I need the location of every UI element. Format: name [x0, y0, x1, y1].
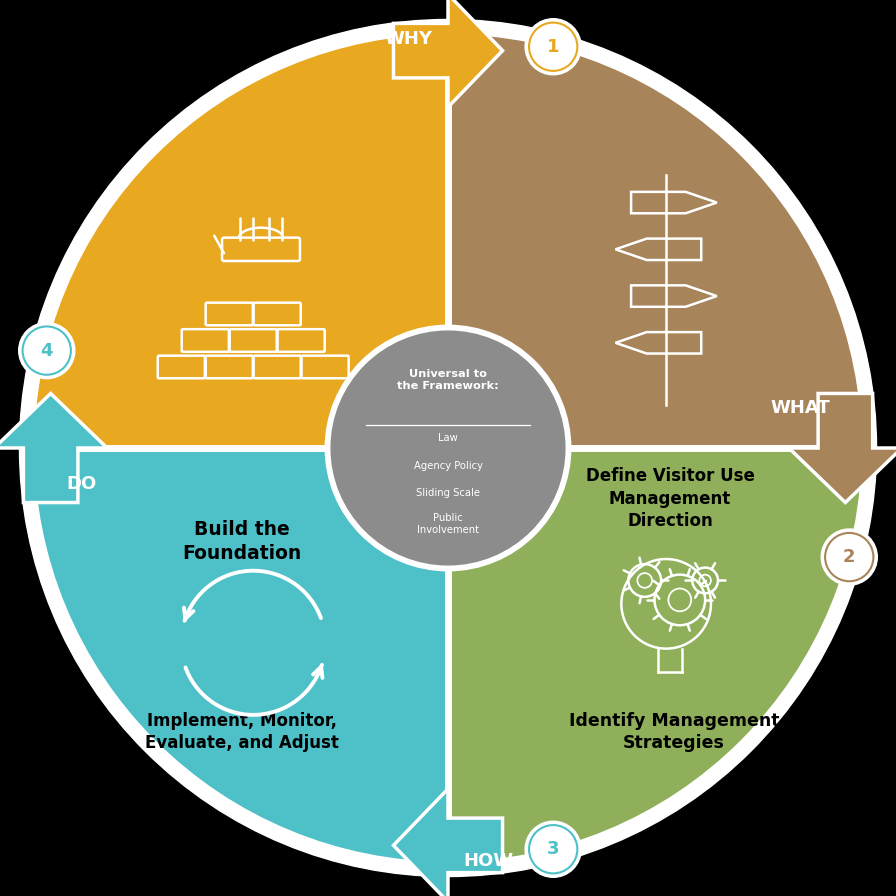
Circle shape — [20, 20, 876, 876]
Circle shape — [822, 529, 877, 585]
Text: DO: DO — [66, 475, 97, 494]
Polygon shape — [788, 393, 896, 503]
Circle shape — [825, 533, 874, 582]
Text: Agency Policy: Agency Policy — [413, 461, 483, 470]
Text: Sliding Scale: Sliding Scale — [416, 487, 480, 498]
Circle shape — [529, 22, 577, 71]
Circle shape — [325, 325, 571, 571]
Polygon shape — [0, 393, 108, 503]
Wedge shape — [448, 448, 861, 861]
Text: Implement, Monitor,
Evaluate, and Adjust: Implement, Monitor, Evaluate, and Adjust — [144, 712, 339, 753]
Text: Law: Law — [438, 434, 458, 444]
Circle shape — [529, 825, 577, 874]
Text: Build the
Foundation: Build the Foundation — [182, 521, 301, 563]
Text: HOW: HOW — [463, 852, 513, 870]
Polygon shape — [393, 0, 503, 108]
Text: Define Visitor Use
Management
Direction: Define Visitor Use Management Direction — [586, 468, 754, 530]
Wedge shape — [35, 35, 448, 448]
Text: 3: 3 — [547, 840, 559, 858]
Text: Universal to
the Framework:: Universal to the Framework: — [397, 368, 499, 391]
Text: 4: 4 — [40, 341, 53, 359]
Circle shape — [22, 326, 71, 375]
Circle shape — [525, 822, 582, 877]
Text: Public
Involvement: Public Involvement — [417, 513, 479, 535]
Text: 1: 1 — [547, 38, 559, 56]
Wedge shape — [448, 35, 861, 448]
Text: WHAT: WHAT — [770, 399, 830, 417]
Circle shape — [19, 323, 74, 379]
Circle shape — [525, 19, 582, 74]
Text: Identify Management
Strategies: Identify Management Strategies — [569, 712, 780, 753]
Polygon shape — [393, 788, 503, 896]
Text: 2: 2 — [843, 548, 856, 566]
Circle shape — [332, 332, 564, 564]
Wedge shape — [35, 448, 448, 861]
Text: WHY: WHY — [384, 30, 433, 48]
